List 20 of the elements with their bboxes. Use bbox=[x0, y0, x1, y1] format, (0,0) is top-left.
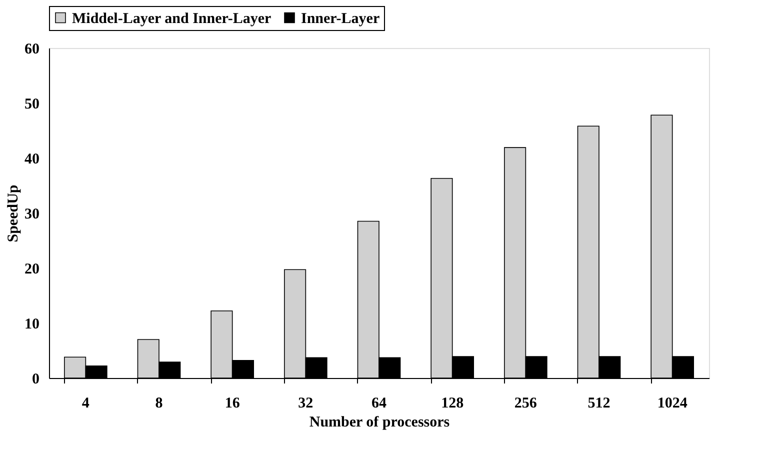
x-axis-title: Number of processors bbox=[309, 414, 450, 430]
y-tick-label: 20 bbox=[24, 262, 40, 278]
x-tick-label: 32 bbox=[298, 396, 314, 412]
y-tick-label: 0 bbox=[32, 372, 40, 388]
x-tick-label: 4 bbox=[82, 396, 90, 412]
legend-label: Inner-Layer bbox=[301, 10, 380, 27]
y-tick-label: 30 bbox=[24, 206, 40, 222]
y-tick-label: 40 bbox=[24, 152, 40, 168]
y-tick-label: 50 bbox=[24, 96, 40, 112]
y-axis-title: SpeedUp bbox=[6, 184, 22, 242]
x-tick-label: 128 bbox=[441, 396, 464, 412]
y-tick-label: 10 bbox=[24, 316, 40, 332]
x-tick-label: 512 bbox=[588, 396, 610, 412]
x-tick-label: 64 bbox=[372, 396, 387, 412]
x-tick-label: 16 bbox=[224, 396, 240, 412]
x-tick-label: 8 bbox=[155, 396, 163, 412]
y-tick-label: 60 bbox=[24, 42, 40, 58]
x-tick-label: 256 bbox=[514, 396, 538, 412]
legend-label: Middel-Layer and Inner-Layer bbox=[72, 10, 272, 27]
x-tick-label: 1024 bbox=[657, 396, 688, 412]
